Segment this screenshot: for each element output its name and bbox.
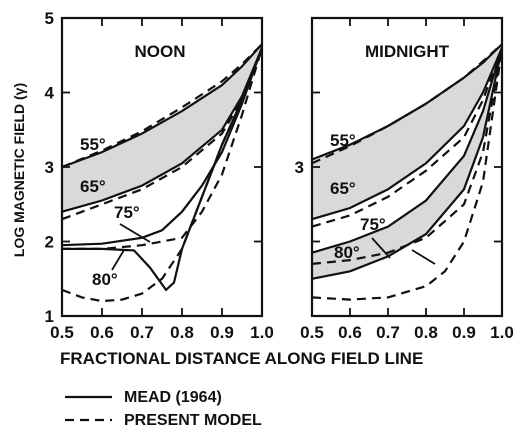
midnight-series-80-dashed — [311, 47, 504, 301]
y-tick-label: 4 — [45, 84, 55, 103]
noon-label-80: 80° — [92, 270, 118, 289]
y-tick-label: 5 — [45, 9, 54, 28]
midnight-arrow-80 — [411, 249, 436, 265]
x-tick-label: 1.0 — [490, 323, 514, 342]
y-tick-label: 3 — [45, 158, 54, 177]
midnight-arrow-75 — [371, 237, 391, 259]
noon-series-55-solid — [61, 43, 263, 169]
noon-arrow-75 — [119, 223, 151, 243]
noon-series-80-dashed — [61, 47, 264, 303]
y-tick-label: 3 — [295, 158, 304, 177]
midnight-shade-75-80 — [312, 47, 502, 279]
midnight-series-75-solid — [311, 47, 504, 254]
y-axis-title: LOG MAGNETIC FIELD (γ) — [11, 83, 27, 257]
midnight-curve-labels: 55° 65° 75° 80° — [330, 131, 386, 262]
noon-label-65: 65° — [80, 177, 106, 196]
noon-arrow-80 — [111, 249, 125, 271]
panel-noon: 0.5 0.6 0.7 0.8 0.9 1.0 1 2 3 4 5 NOON 55° 65° 75°… — [45, 9, 274, 342]
x-tick-label: 0.6 — [90, 323, 114, 342]
midnight-series-55-dashed — [311, 43, 503, 165]
x-tick-label: 0.5 — [50, 323, 74, 342]
x-tick-label: 1.0 — [250, 323, 274, 342]
midnight-shade-55-65 — [312, 44, 502, 220]
x-tick-label: 0.6 — [338, 323, 362, 342]
noon-curve-labels: 55° 65° 75° 80° — [80, 135, 140, 289]
midnight-series-80-solid — [311, 47, 504, 280]
x-tick-label: 0.5 — [300, 323, 324, 342]
midnight-series-65-solid — [311, 47, 504, 221]
panel-midnight: 0.5 0.6 0.7 0.8 0.9 1.0 3 MIDNIGHT 55° 65° 75°… — [295, 16, 514, 342]
x-tick-label: 0.8 — [170, 323, 194, 342]
legend-label-mead: MEAD (1964) — [124, 389, 222, 406]
x-tick-label: 0.9 — [452, 323, 476, 342]
midnight-label-75: 75° — [360, 215, 386, 234]
legend-label-present: PRESENT MODEL — [124, 412, 262, 429]
y-tick-label: 2 — [45, 233, 54, 252]
midnight-label-65: 65° — [330, 179, 356, 198]
x-tick-label: 0.7 — [376, 323, 400, 342]
midnight-series-75-dashed — [311, 47, 504, 265]
x-tick-label: 0.8 — [414, 323, 438, 342]
noon-label-55: 55° — [80, 135, 106, 154]
midnight-ticks: 0.5 0.6 0.7 0.8 0.9 1.0 3 — [295, 17, 514, 342]
x-axis-title: FRACTIONAL DISTANCE ALONG FIELD LINE — [60, 349, 423, 368]
midnight-series — [311, 43, 504, 301]
midnight-panel-title: MIDNIGHT — [365, 42, 450, 61]
x-tick-label: 0.7 — [130, 323, 154, 342]
x-tick-label: 0.9 — [210, 323, 234, 342]
legend: MEAD (1964) PRESENT MODEL — [65, 389, 262, 429]
midnight-label-80: 80° — [334, 243, 360, 262]
noon-label-75: 75° — [114, 203, 140, 222]
y-tick-label: 1 — [45, 307, 54, 326]
noon-series — [61, 43, 264, 303]
noon-series-65-solid — [61, 47, 264, 213]
midnight-shaded-band — [312, 44, 502, 279]
midnight-series-65-dashed — [311, 47, 504, 228]
noon-series-75-solid — [61, 47, 264, 247]
midnight-label-55: 55° — [330, 131, 356, 150]
noon-panel-title: NOON — [135, 42, 186, 61]
noon-shade-55-65 — [62, 44, 262, 212]
noon-ticks: 0.5 0.6 0.7 0.8 0.9 1.0 1 2 3 4 5 — [45, 9, 274, 342]
noon-shaded-band — [62, 44, 262, 212]
